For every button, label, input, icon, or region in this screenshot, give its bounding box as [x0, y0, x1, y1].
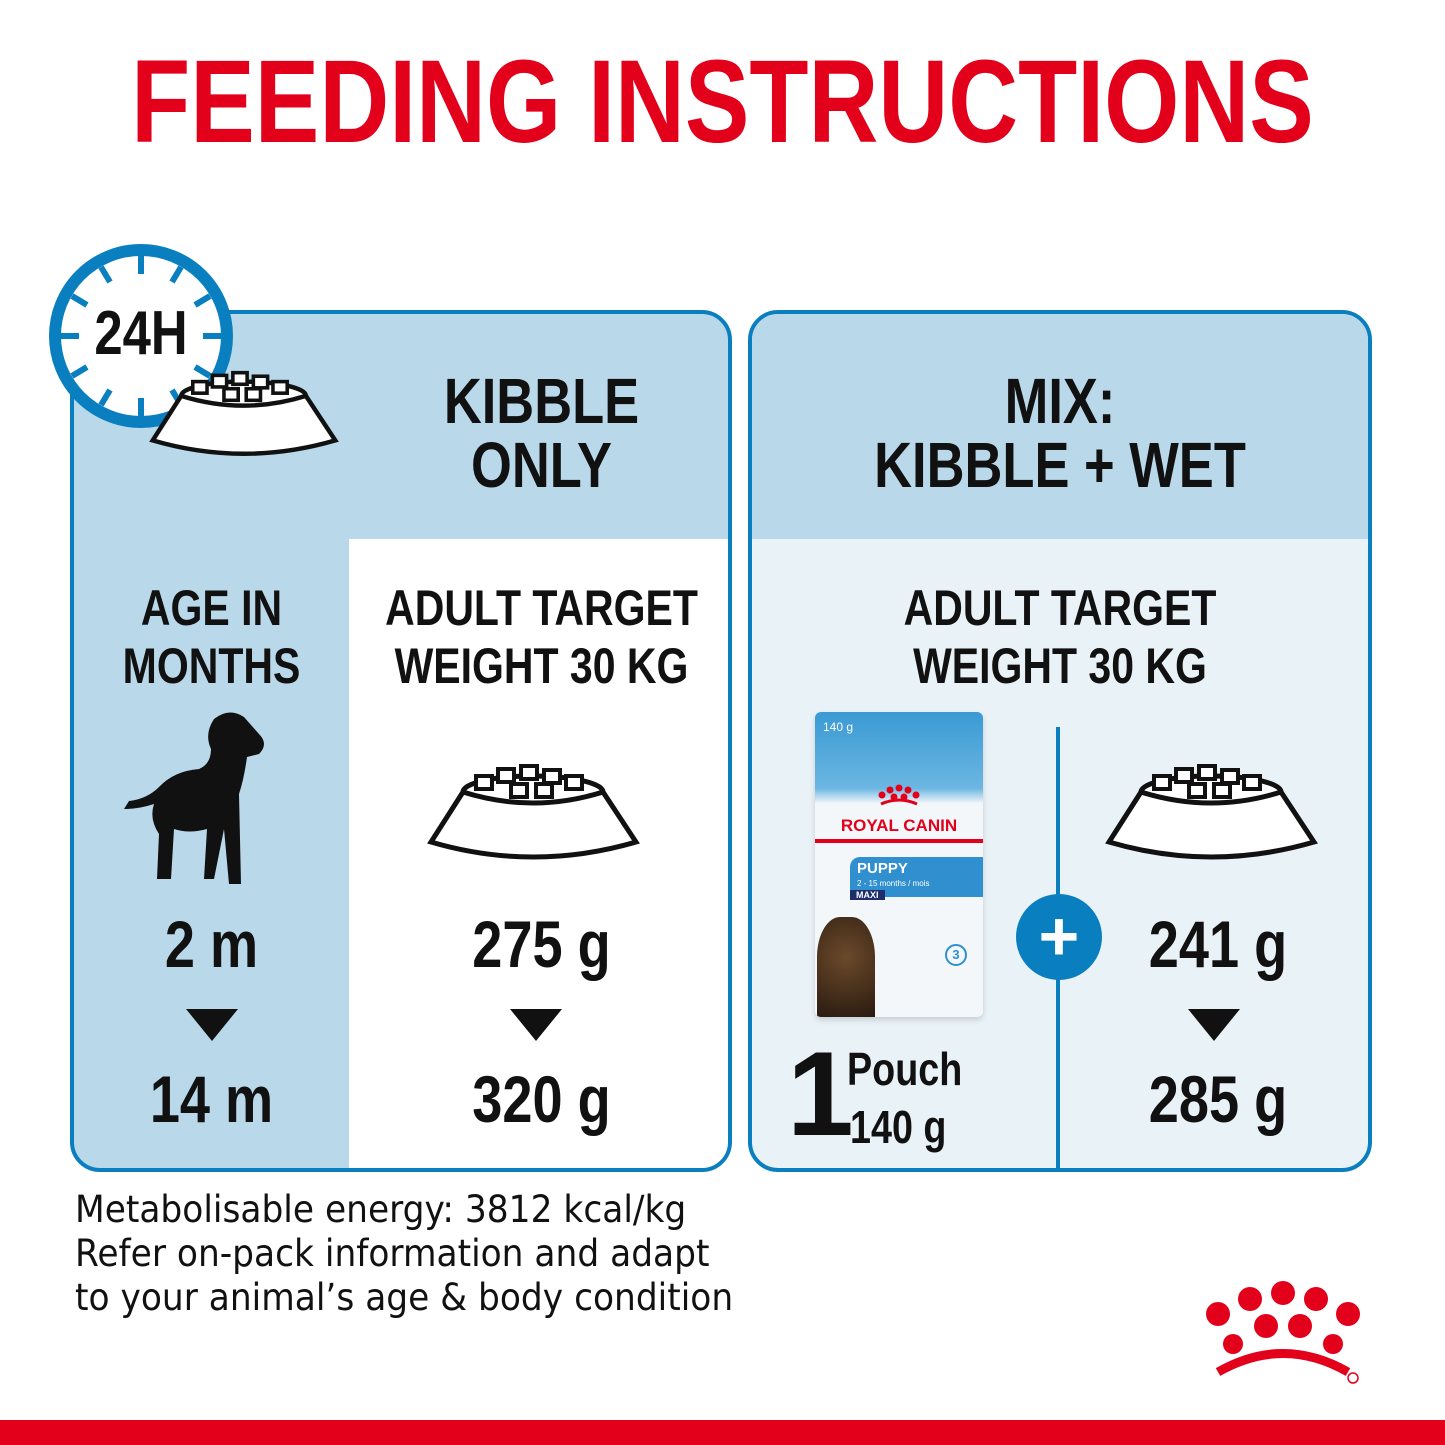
pouch-stage: 3	[945, 944, 967, 966]
heading-line: KIBBLE + WET	[874, 429, 1246, 501]
feeding-note: Metabolisable energy: 3812 kcal/kg Refer…	[75, 1188, 733, 1320]
pouch-weight-label: 140 g	[823, 720, 854, 734]
pouch-brand: ROYAL CANIN	[840, 816, 958, 835]
mix-amount-start: 241 g	[1148, 907, 1288, 981]
label-line: ADULT TARGET	[903, 580, 1217, 636]
label-line: WEIGHT 30 KG	[913, 638, 1207, 694]
note-line: to your animal’s age & body condition	[75, 1276, 734, 1319]
arrow-down-icon	[186, 1009, 238, 1041]
weight-label: ADULT TARGET WEIGHT 30 KG	[807, 579, 1312, 695]
crown-icon	[878, 784, 920, 806]
pouch-weight: 140 g	[850, 1101, 947, 1153]
pouch-unit: Pouch	[847, 1043, 963, 1095]
label-line: WEIGHT 30 KG	[394, 638, 689, 694]
bowl-icon	[149, 370, 339, 456]
age-start: 2 m	[164, 907, 259, 981]
label-line: MONTHS	[122, 638, 301, 694]
age-label: AGE IN MONTHS	[99, 579, 325, 695]
pouch-red-stripe	[815, 839, 983, 843]
mix-amount-end: 285 g	[1148, 1062, 1288, 1136]
heading-line: KIBBLE	[443, 365, 640, 437]
arrow-down-icon	[1188, 1009, 1240, 1041]
heading-line: MIX:	[1004, 365, 1116, 437]
heading-line: ONLY	[471, 429, 612, 501]
label-line: AGE IN	[140, 580, 283, 636]
mix-header-band	[752, 314, 1368, 539]
age-end: 14 m	[149, 1062, 274, 1136]
kibble-only-card: KIBBLE ONLY AGE IN MONTHS ADULT TARGET WEIG…	[70, 310, 732, 1172]
bowl-icon	[1105, 764, 1318, 860]
kibble-amount-end: 320 g	[472, 1062, 611, 1136]
clock-icon	[49, 244, 233, 428]
note-line: Refer on-pack information and adapt	[75, 1232, 710, 1275]
pouch-age: 2 - 15 months / mois	[857, 879, 930, 888]
mix-heading: MIX: KIBBLE + WET	[807, 369, 1312, 497]
pouch-product: PUPPY	[857, 860, 908, 877]
footer-red-bar	[0, 1420, 1445, 1445]
puppy-icon	[124, 712, 264, 884]
plus-icon: +	[1016, 894, 1102, 980]
page-title: FEEDING INSTRUCTIONS	[131, 36, 1314, 168]
label-line: ADULT TARGET	[385, 580, 698, 636]
bowl-icon	[427, 764, 640, 860]
kibble-amount-start: 275 g	[472, 907, 611, 981]
kibble-only-heading: KIBBLE ONLY	[384, 369, 700, 497]
clock-label: 24H	[94, 299, 188, 368]
pouch-count: 1	[787, 1027, 854, 1161]
wet-food-pouch-image: 140 g ROYAL CANIN PUPPY 2 - 15 months / …	[815, 712, 983, 1017]
arrow-down-icon	[510, 1009, 562, 1041]
weight-label: ADULT TARGET WEIGHT 30 KG	[384, 579, 700, 695]
puppy-photo	[817, 917, 875, 1017]
pouch-size: MAXI	[850, 890, 885, 900]
royal-canin-crown-logo	[1206, 1281, 1360, 1384]
note-line: Metabolisable energy: 3812 kcal/kg	[75, 1188, 687, 1231]
